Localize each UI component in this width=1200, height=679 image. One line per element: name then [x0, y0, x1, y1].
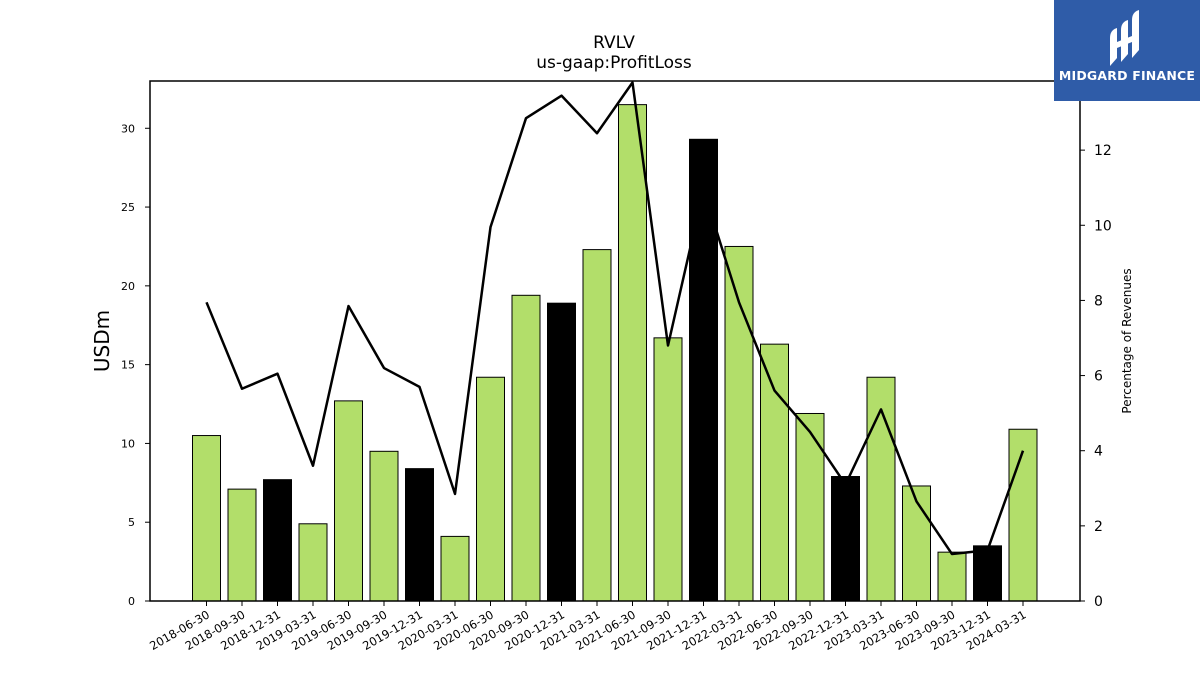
y-tick-label: 15	[121, 359, 135, 372]
y-tick-label: 20	[121, 280, 135, 293]
chart-title: RVLV	[593, 33, 635, 53]
bar-2019-09-30	[370, 451, 398, 601]
y-tick-label: 30	[121, 122, 135, 135]
y-axis-label: USDm	[90, 310, 114, 372]
logo-text: MIDGARD FINANCE	[1054, 68, 1200, 83]
bar-2021-09-30	[654, 338, 682, 601]
bar-2023-12-31	[974, 546, 1002, 601]
bar-2024-03-31	[1009, 429, 1037, 601]
bar-2019-03-31	[299, 524, 327, 601]
y-tick-label: 10	[121, 437, 135, 450]
bar-2022-12-31	[832, 477, 860, 601]
y-tick-label: 25	[121, 201, 135, 214]
bar-2020-06-30	[477, 377, 505, 601]
y2-tick-label: 4	[1094, 444, 1103, 460]
midgard-finance-logo: MIDGARD FINANCE	[1054, 0, 1200, 101]
bar-2019-12-31	[406, 469, 434, 601]
bar-2022-09-30	[796, 413, 824, 601]
y2-axis-label: Percentage of Revenues	[1120, 268, 1134, 413]
y2-tick-label: 8	[1094, 293, 1103, 309]
y2-tick-label: 10	[1094, 218, 1112, 234]
line-series-percentage	[207, 83, 1024, 555]
y2-tick-label: 12	[1094, 143, 1112, 159]
y2-tick-label: 2	[1094, 519, 1103, 535]
midgard-logo-icon	[1104, 8, 1150, 68]
line-layer	[206, 82, 1023, 554]
bar-2020-03-31	[441, 536, 469, 601]
bar-2018-09-30	[228, 489, 256, 601]
bar-2020-12-31	[548, 303, 576, 601]
bar-2021-06-30	[619, 105, 647, 601]
bar-2021-03-31	[583, 250, 611, 601]
y-tick-label: 0	[128, 595, 135, 608]
bar-2021-12-31	[690, 139, 718, 601]
bars-layer	[193, 105, 1038, 601]
bar-2018-12-31	[264, 480, 292, 601]
y-tick-label: 5	[128, 516, 135, 529]
y2-tick-label: 6	[1094, 369, 1103, 385]
bar-2022-06-30	[761, 344, 789, 601]
bar-2019-06-30	[335, 401, 363, 601]
chart-subtitle: us-gaap:ProfitLoss	[536, 53, 692, 73]
bar-2023-09-30	[938, 552, 966, 601]
bar-2018-06-30	[193, 436, 221, 601]
y2-tick-label: 0	[1094, 594, 1103, 610]
bar-2020-09-30	[512, 295, 540, 601]
